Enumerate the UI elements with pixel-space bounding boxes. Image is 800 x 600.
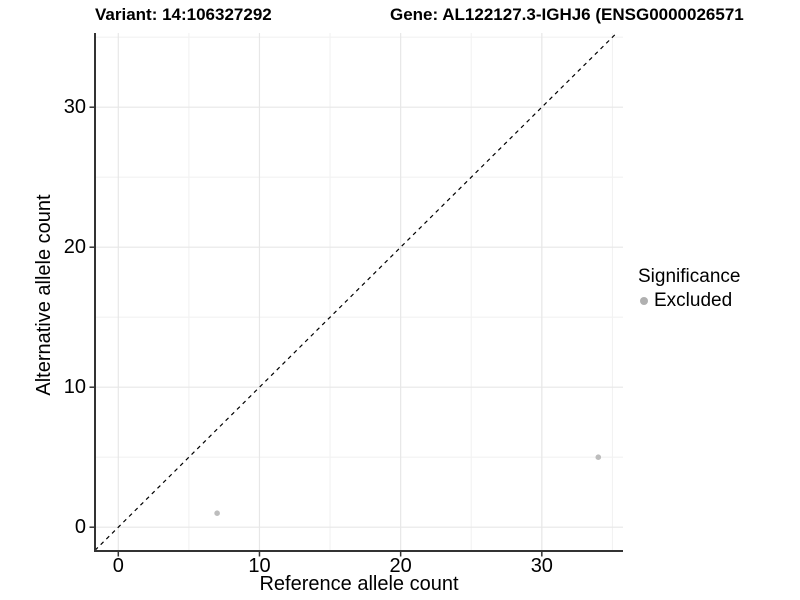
legend: Significance Excluded	[638, 265, 740, 312]
x-tick-label: 20	[390, 555, 412, 577]
x-tick-label: 0	[113, 555, 124, 577]
legend-items: Excluded	[638, 290, 740, 312]
y-tick-label: 20	[64, 236, 86, 258]
data-point	[595, 454, 602, 461]
y-tick-label: 0	[75, 516, 86, 538]
legend-item-label: Excluded	[654, 290, 733, 311]
plot-title-variant: Variant: 14:106327292	[95, 5, 272, 24]
data-point	[214, 510, 220, 516]
legend-key-dot-icon	[640, 297, 648, 305]
legend-title: Significance	[638, 266, 741, 287]
y-tick-label: 30	[64, 96, 86, 118]
y-axis-title: Alternative allele count	[33, 194, 55, 396]
x-axis-title: Reference allele count	[259, 573, 459, 595]
y-tick-label: 10	[64, 376, 86, 398]
plot-title-gene: Gene: AL122127.3-IGHJ6 (ENSG0000026571	[390, 5, 744, 24]
legend-item: Excluded	[638, 290, 740, 312]
x-tick-label: 30	[531, 555, 553, 577]
identity-line	[94, 32, 618, 551]
x-tick-label: 10	[248, 555, 270, 577]
